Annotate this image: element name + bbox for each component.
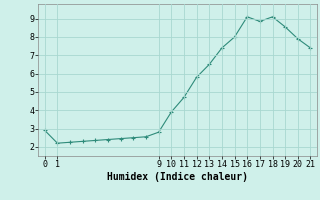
X-axis label: Humidex (Indice chaleur): Humidex (Indice chaleur)	[107, 172, 248, 182]
